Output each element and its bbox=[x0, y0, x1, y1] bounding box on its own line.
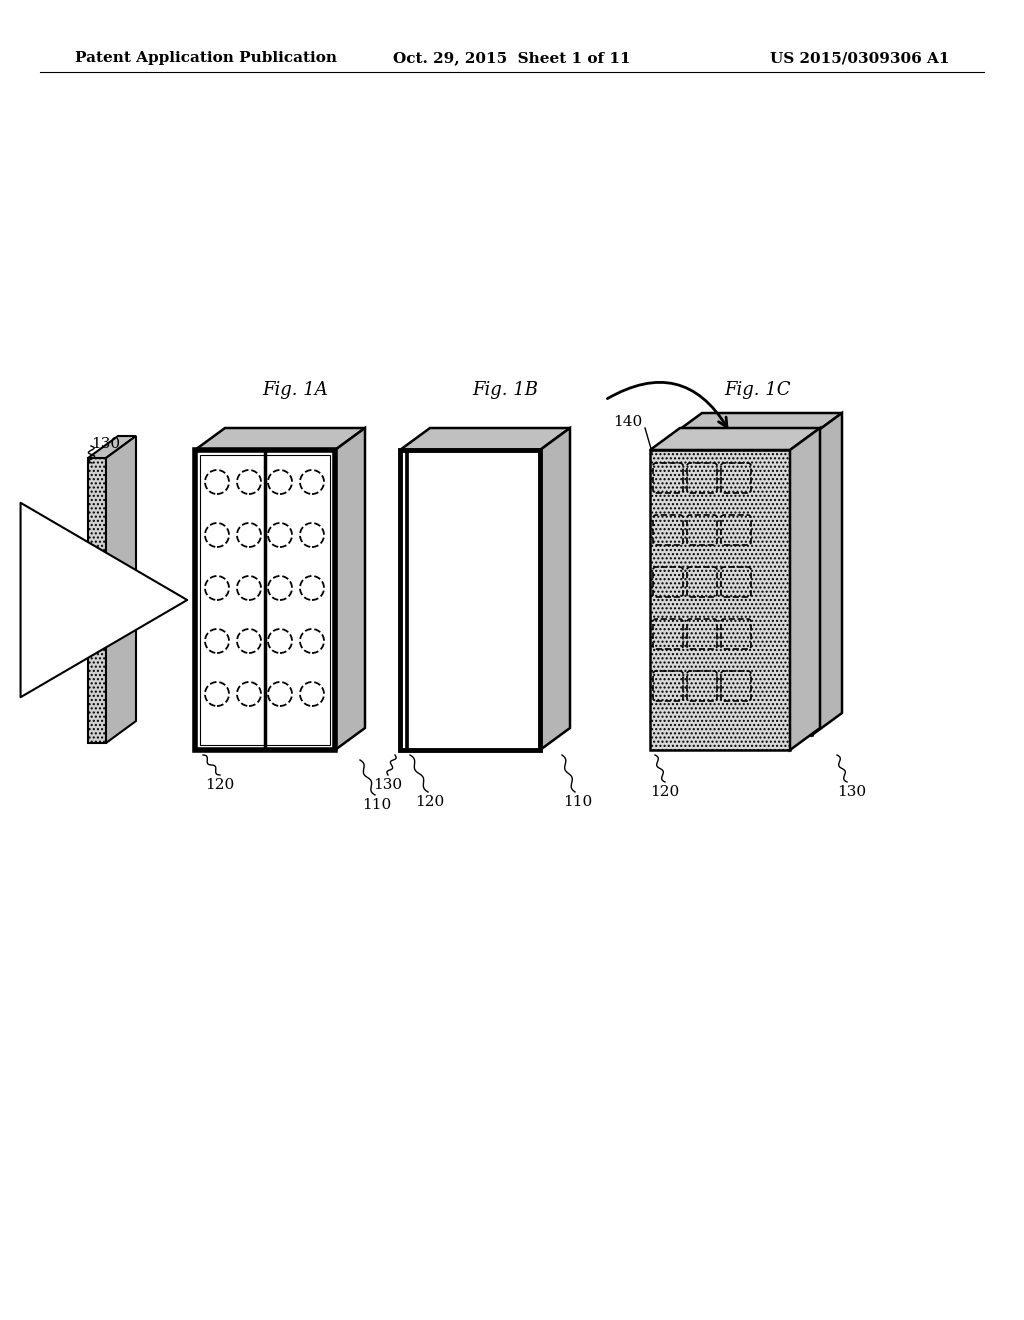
Text: Fig. 1B: Fig. 1B bbox=[472, 381, 538, 399]
Polygon shape bbox=[400, 450, 540, 750]
Polygon shape bbox=[106, 436, 136, 743]
Text: Fig. 1A: Fig. 1A bbox=[262, 381, 328, 399]
Text: 120: 120 bbox=[206, 777, 234, 792]
Text: Oct. 29, 2015  Sheet 1 of 11: Oct. 29, 2015 Sheet 1 of 11 bbox=[393, 51, 631, 65]
Polygon shape bbox=[672, 413, 842, 436]
Polygon shape bbox=[812, 413, 842, 735]
Text: US 2015/0309306 A1: US 2015/0309306 A1 bbox=[770, 51, 950, 65]
Text: 120: 120 bbox=[650, 785, 680, 799]
Polygon shape bbox=[195, 428, 365, 450]
Text: 140: 140 bbox=[612, 414, 642, 429]
Polygon shape bbox=[400, 450, 540, 750]
Polygon shape bbox=[540, 428, 570, 750]
Text: 110: 110 bbox=[563, 795, 593, 809]
Text: 120: 120 bbox=[416, 795, 444, 809]
Polygon shape bbox=[650, 450, 790, 750]
Polygon shape bbox=[406, 450, 408, 750]
Text: 130: 130 bbox=[838, 785, 866, 799]
Polygon shape bbox=[335, 428, 365, 750]
Polygon shape bbox=[790, 428, 820, 750]
Polygon shape bbox=[195, 450, 335, 750]
Polygon shape bbox=[672, 436, 812, 735]
Polygon shape bbox=[88, 436, 136, 458]
Polygon shape bbox=[400, 428, 570, 450]
Text: 130: 130 bbox=[91, 437, 120, 451]
Text: Fig. 1C: Fig. 1C bbox=[725, 381, 792, 399]
Text: 130: 130 bbox=[374, 777, 402, 792]
Polygon shape bbox=[195, 450, 335, 750]
Text: Patent Application Publication: Patent Application Publication bbox=[75, 51, 337, 65]
Text: 110: 110 bbox=[362, 799, 391, 812]
Polygon shape bbox=[200, 455, 330, 744]
Polygon shape bbox=[88, 458, 106, 743]
Polygon shape bbox=[650, 428, 820, 450]
